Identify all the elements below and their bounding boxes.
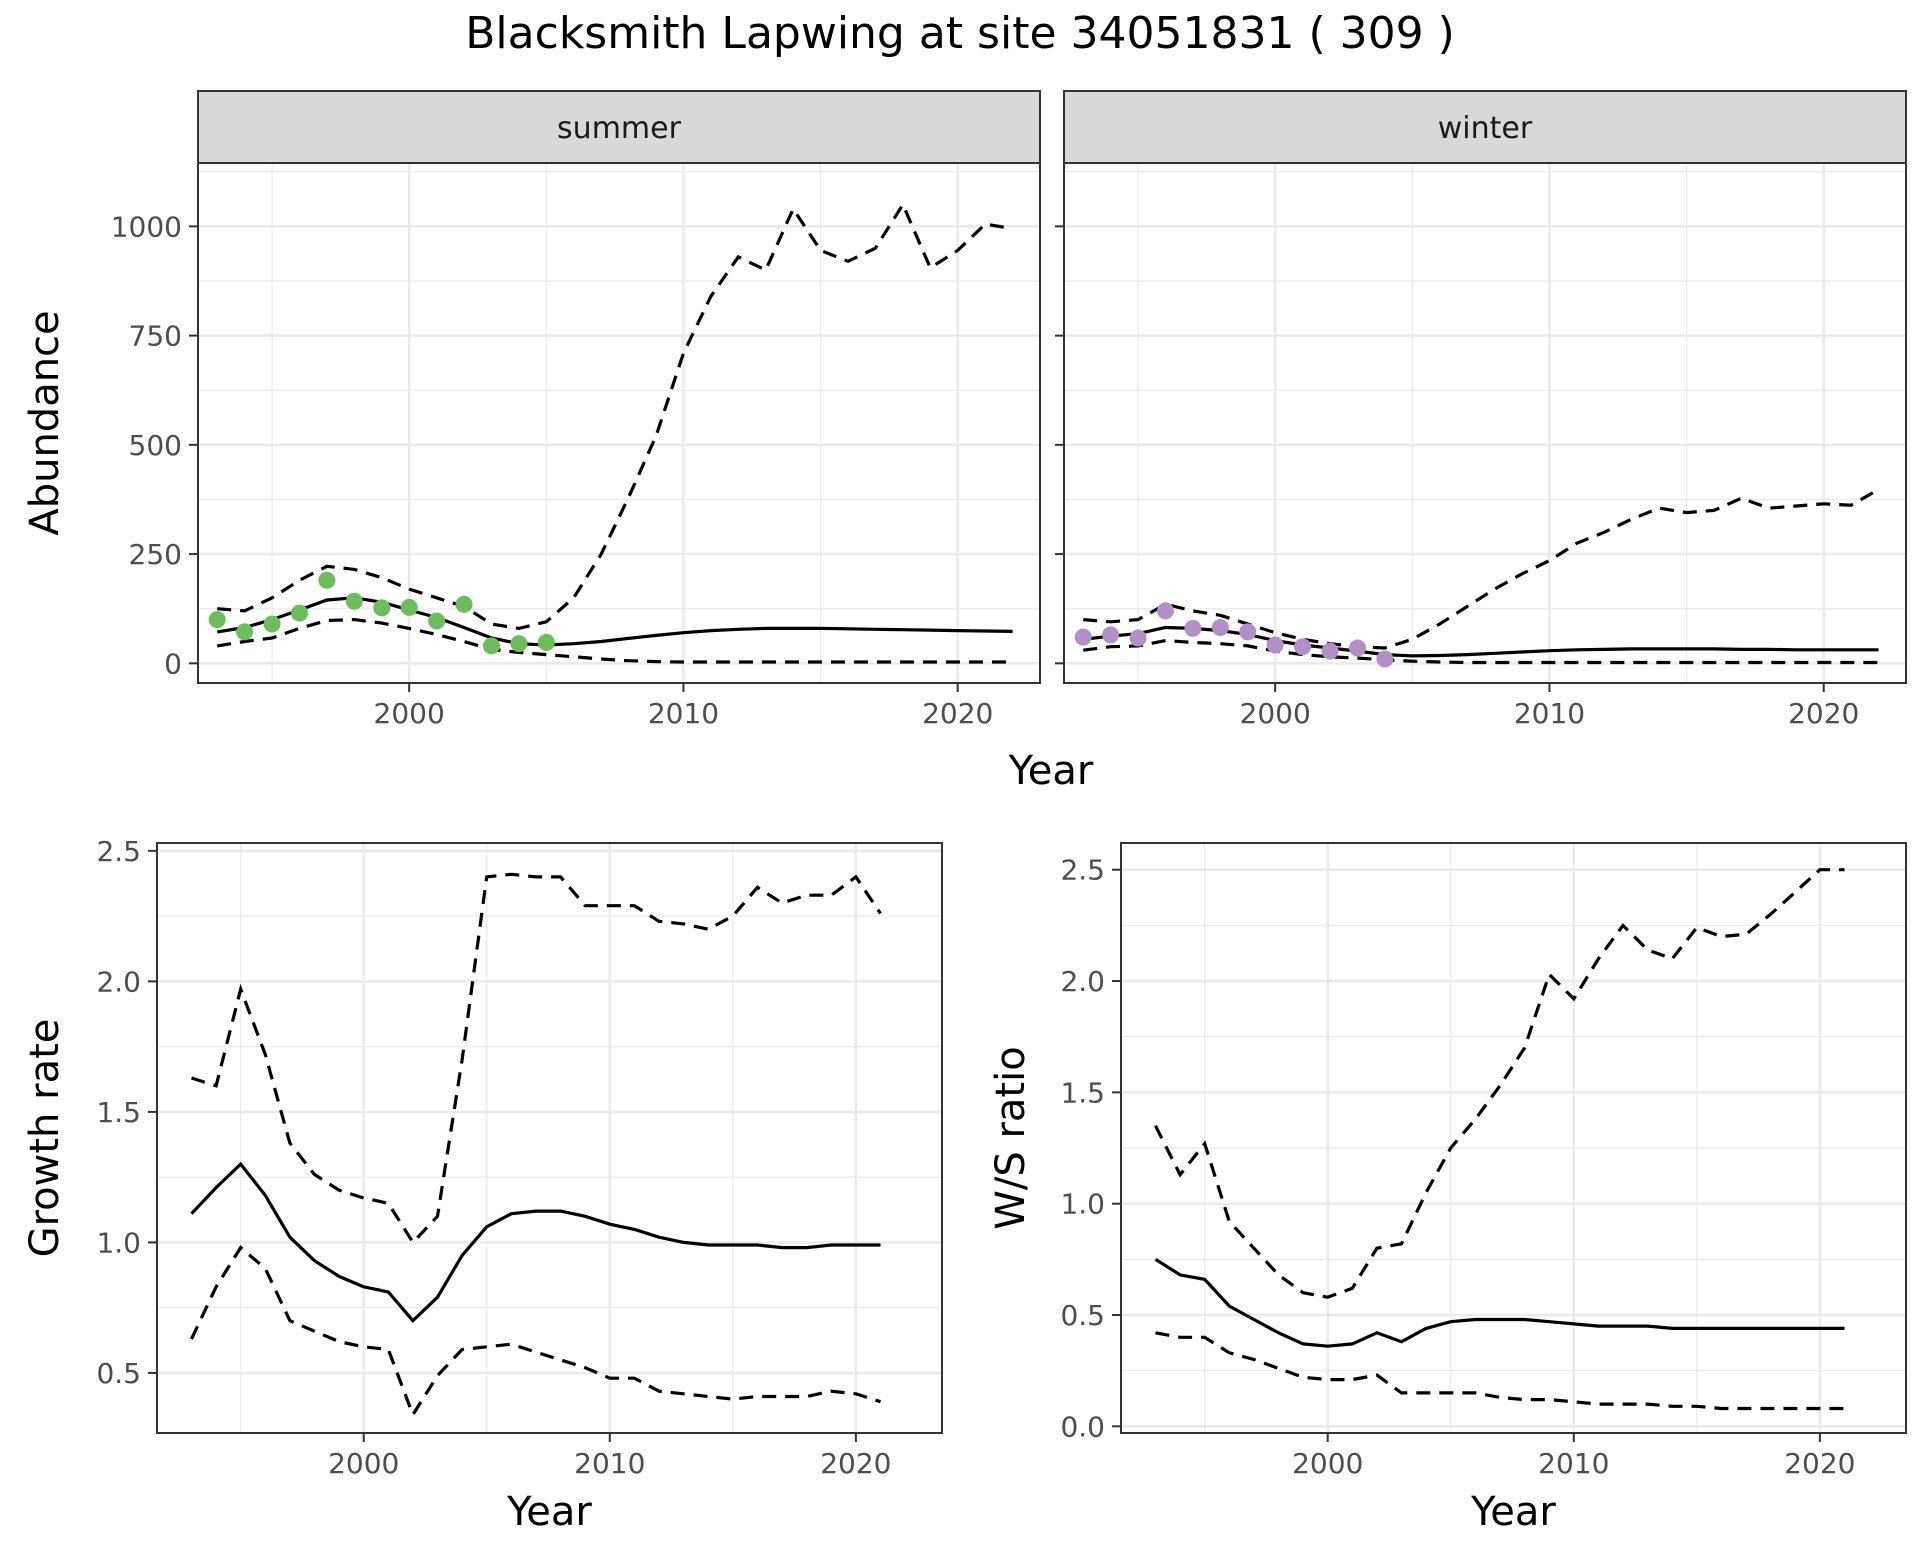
ratio-fit-line <box>1154 1257 1845 1348</box>
winter-x-tick-label: 2000 <box>1240 697 1311 730</box>
summer-facet-label: summer <box>557 111 682 146</box>
top-x-axis-title: Year <box>1008 748 1094 794</box>
summer-observed-point <box>455 595 473 613</box>
winter-observed-point <box>1266 636 1284 654</box>
summer-observed-point <box>510 635 528 653</box>
growth-fit-line <box>190 1161 881 1324</box>
ratio-x-tick-label: 2000 <box>1292 1447 1363 1480</box>
winter-upper-bound-line <box>1083 488 1880 650</box>
summer-y-tick-label: 750 <box>129 320 182 353</box>
growth-y-tick-label: 1.0 <box>96 1226 141 1259</box>
summer-facet-strip <box>197 90 1041 164</box>
ratio-x-tick-label: 2010 <box>1538 1447 1609 1480</box>
growth-y-tick-label: 1.5 <box>96 1096 141 1129</box>
growth-plot-background <box>157 843 942 1433</box>
panel-growth: 2000 2010 2020 0.5 1.0 1.5 2.0 2.5 Year Growth ra… <box>22 835 943 1535</box>
winter-observed-point <box>1376 650 1394 668</box>
panel-summer: summer 2000 2010 2020 0 250 500 750 1000 Abundanc… <box>22 90 1041 730</box>
ratio-plot-background <box>1121 843 1906 1433</box>
panel-ratio: 2000 2010 2020 0.0 0.5 1.0 1.5 2.0 2.5 Year W/S ra… <box>988 842 1907 1535</box>
growth-y-tick-label: 2.0 <box>96 965 141 998</box>
winter-facet-strip <box>1063 90 1907 164</box>
winter-observed-point <box>1211 619 1229 637</box>
summer-y-tick-label: 1000 <box>111 210 182 243</box>
summer-observed-point <box>482 637 500 655</box>
summer-observed-point <box>428 612 446 630</box>
winter-observed-point <box>1129 629 1147 647</box>
panel-winter: winter 2000 2010 2020 <box>1055 90 1907 730</box>
ratio-lower-bound-line <box>1155 1331 1845 1411</box>
summer-observed-point <box>345 592 363 610</box>
winter-x-tick-label: 2010 <box>1514 697 1585 730</box>
summer-observed-point <box>263 615 281 633</box>
ratio-panel-border <box>1120 842 1907 1434</box>
winter-observed-point <box>1239 623 1257 641</box>
growth-x-axis-title: Year <box>506 1489 592 1535</box>
summer-observed-point <box>236 623 254 641</box>
summer-observed-point <box>290 604 308 622</box>
growth-y-tick-label: 0.5 <box>96 1357 141 1390</box>
ratio-y-tick-label: 2.5 <box>1060 854 1105 887</box>
ratio-y-tick-label: 2.0 <box>1060 965 1105 998</box>
summer-plot-background <box>198 163 1040 683</box>
ratio-y-tick-label: 0.0 <box>1060 1410 1105 1443</box>
winter-observed-point <box>1102 626 1120 644</box>
growth-upper-bound-line <box>191 872 882 1246</box>
winter-lower-bound-line <box>1082 638 1879 665</box>
summer-upper-bound-line <box>217 201 1013 631</box>
summer-x-tick-label: 2000 <box>374 697 445 730</box>
winter-plot-background <box>1064 163 1906 683</box>
summer-y-tick-label: 500 <box>129 429 182 462</box>
ratio-x-tick-label: 2020 <box>1784 1447 1855 1480</box>
ratio-y-tick-label: 1.0 <box>1060 1188 1105 1221</box>
winter-grid <box>1064 163 1906 683</box>
winter-observed-point <box>1348 639 1366 657</box>
growth-x-tick-label: 2010 <box>574 1447 645 1480</box>
summer-lower-bound-line <box>216 617 1013 664</box>
winter-observed-point <box>1074 628 1092 646</box>
summer-observed-point <box>318 571 336 589</box>
ratio-y-axis-title: W/S ratio <box>988 1046 1034 1229</box>
growth-x-tick-label: 2000 <box>328 1447 399 1480</box>
ratio-grid <box>1121 843 1906 1433</box>
summer-observed-points <box>208 571 555 655</box>
winter-observed-point <box>1184 619 1202 637</box>
winter-observed-point <box>1156 602 1174 620</box>
winter-observed-point <box>1321 642 1339 660</box>
summer-y-tick-label: 250 <box>129 538 182 571</box>
growth-y-tick-label: 2.5 <box>96 835 141 868</box>
summer-observed-point <box>537 633 555 651</box>
ratio-upper-bound-line <box>1154 868 1845 1299</box>
growth-panel-border <box>156 842 943 1434</box>
summer-x-tick-label: 2020 <box>922 697 993 730</box>
winter-observed-points <box>1074 602 1394 668</box>
growth-lower-bound-line <box>190 1245 881 1419</box>
winter-observed-point <box>1294 638 1312 656</box>
figure-title: Blacksmith Lapwing at site 34051831 ( 30… <box>465 8 1454 59</box>
winter-x-tick-label: 2020 <box>1788 697 1859 730</box>
growth-x-tick-label: 2020 <box>820 1447 891 1480</box>
summer-observed-point <box>208 611 226 629</box>
summer-y-tick-label: 0 <box>164 647 182 680</box>
summer-observed-point <box>400 598 418 616</box>
ratio-y-tick-label: 0.5 <box>1060 1299 1105 1332</box>
growth-grid <box>157 843 942 1433</box>
ratio-y-tick-label: 1.5 <box>1060 1076 1105 1109</box>
summer-observed-point <box>373 599 391 617</box>
summer-x-tick-label: 2010 <box>648 697 719 730</box>
summer-y-axis-title: Abundance <box>22 310 68 535</box>
growth-y-axis-title: Growth rate <box>22 1019 68 1258</box>
ratio-x-axis-title: Year <box>1470 1489 1556 1535</box>
winter-facet-label: winter <box>1438 111 1533 146</box>
